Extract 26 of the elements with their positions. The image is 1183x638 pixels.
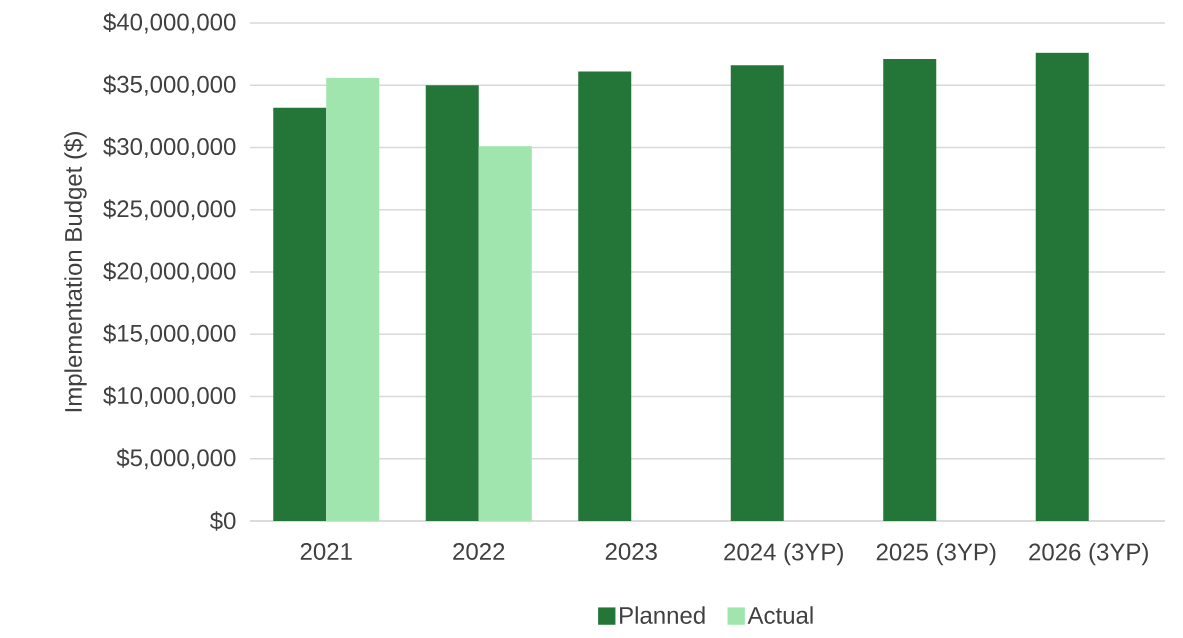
legend-label: Actual: [747, 606, 813, 624]
y-tick-label: $35,000,000: [103, 74, 236, 96]
x-tick-label: 2021: [300, 542, 352, 560]
bar: [273, 107, 327, 521]
y-tick-label: $5,000,000: [116, 448, 236, 470]
y-tick-label: $40,000,000: [103, 12, 236, 34]
x-tick-label: 2024 (3YP): [724, 542, 843, 566]
y-axis-title: Implementation Budget ($): [63, 132, 87, 412]
x-tick-label: 2025 (3YP): [876, 542, 996, 566]
bar: [883, 59, 937, 521]
x-tick-label: 2023: [605, 542, 657, 560]
bar: [578, 71, 632, 521]
x-tick-label: 2022: [453, 542, 505, 560]
bar: [326, 77, 380, 521]
y-tick-label: $20,000,000: [103, 261, 236, 283]
y-tick-label: $30,000,000: [103, 137, 236, 158]
y-tick-label: $10,000,000: [103, 386, 236, 407]
y-tick-label: $0: [209, 511, 236, 531]
y-tick-label: $15,000,000: [103, 323, 236, 345]
x-tick-label: 2026 (3YP): [1029, 542, 1148, 566]
y-tick-label: $25,000,000: [103, 199, 236, 221]
bar: [425, 85, 479, 521]
legend-label: Planned: [620, 606, 705, 624]
bar: [730, 65, 784, 521]
bar: [1035, 52, 1089, 521]
bar: [478, 146, 532, 521]
